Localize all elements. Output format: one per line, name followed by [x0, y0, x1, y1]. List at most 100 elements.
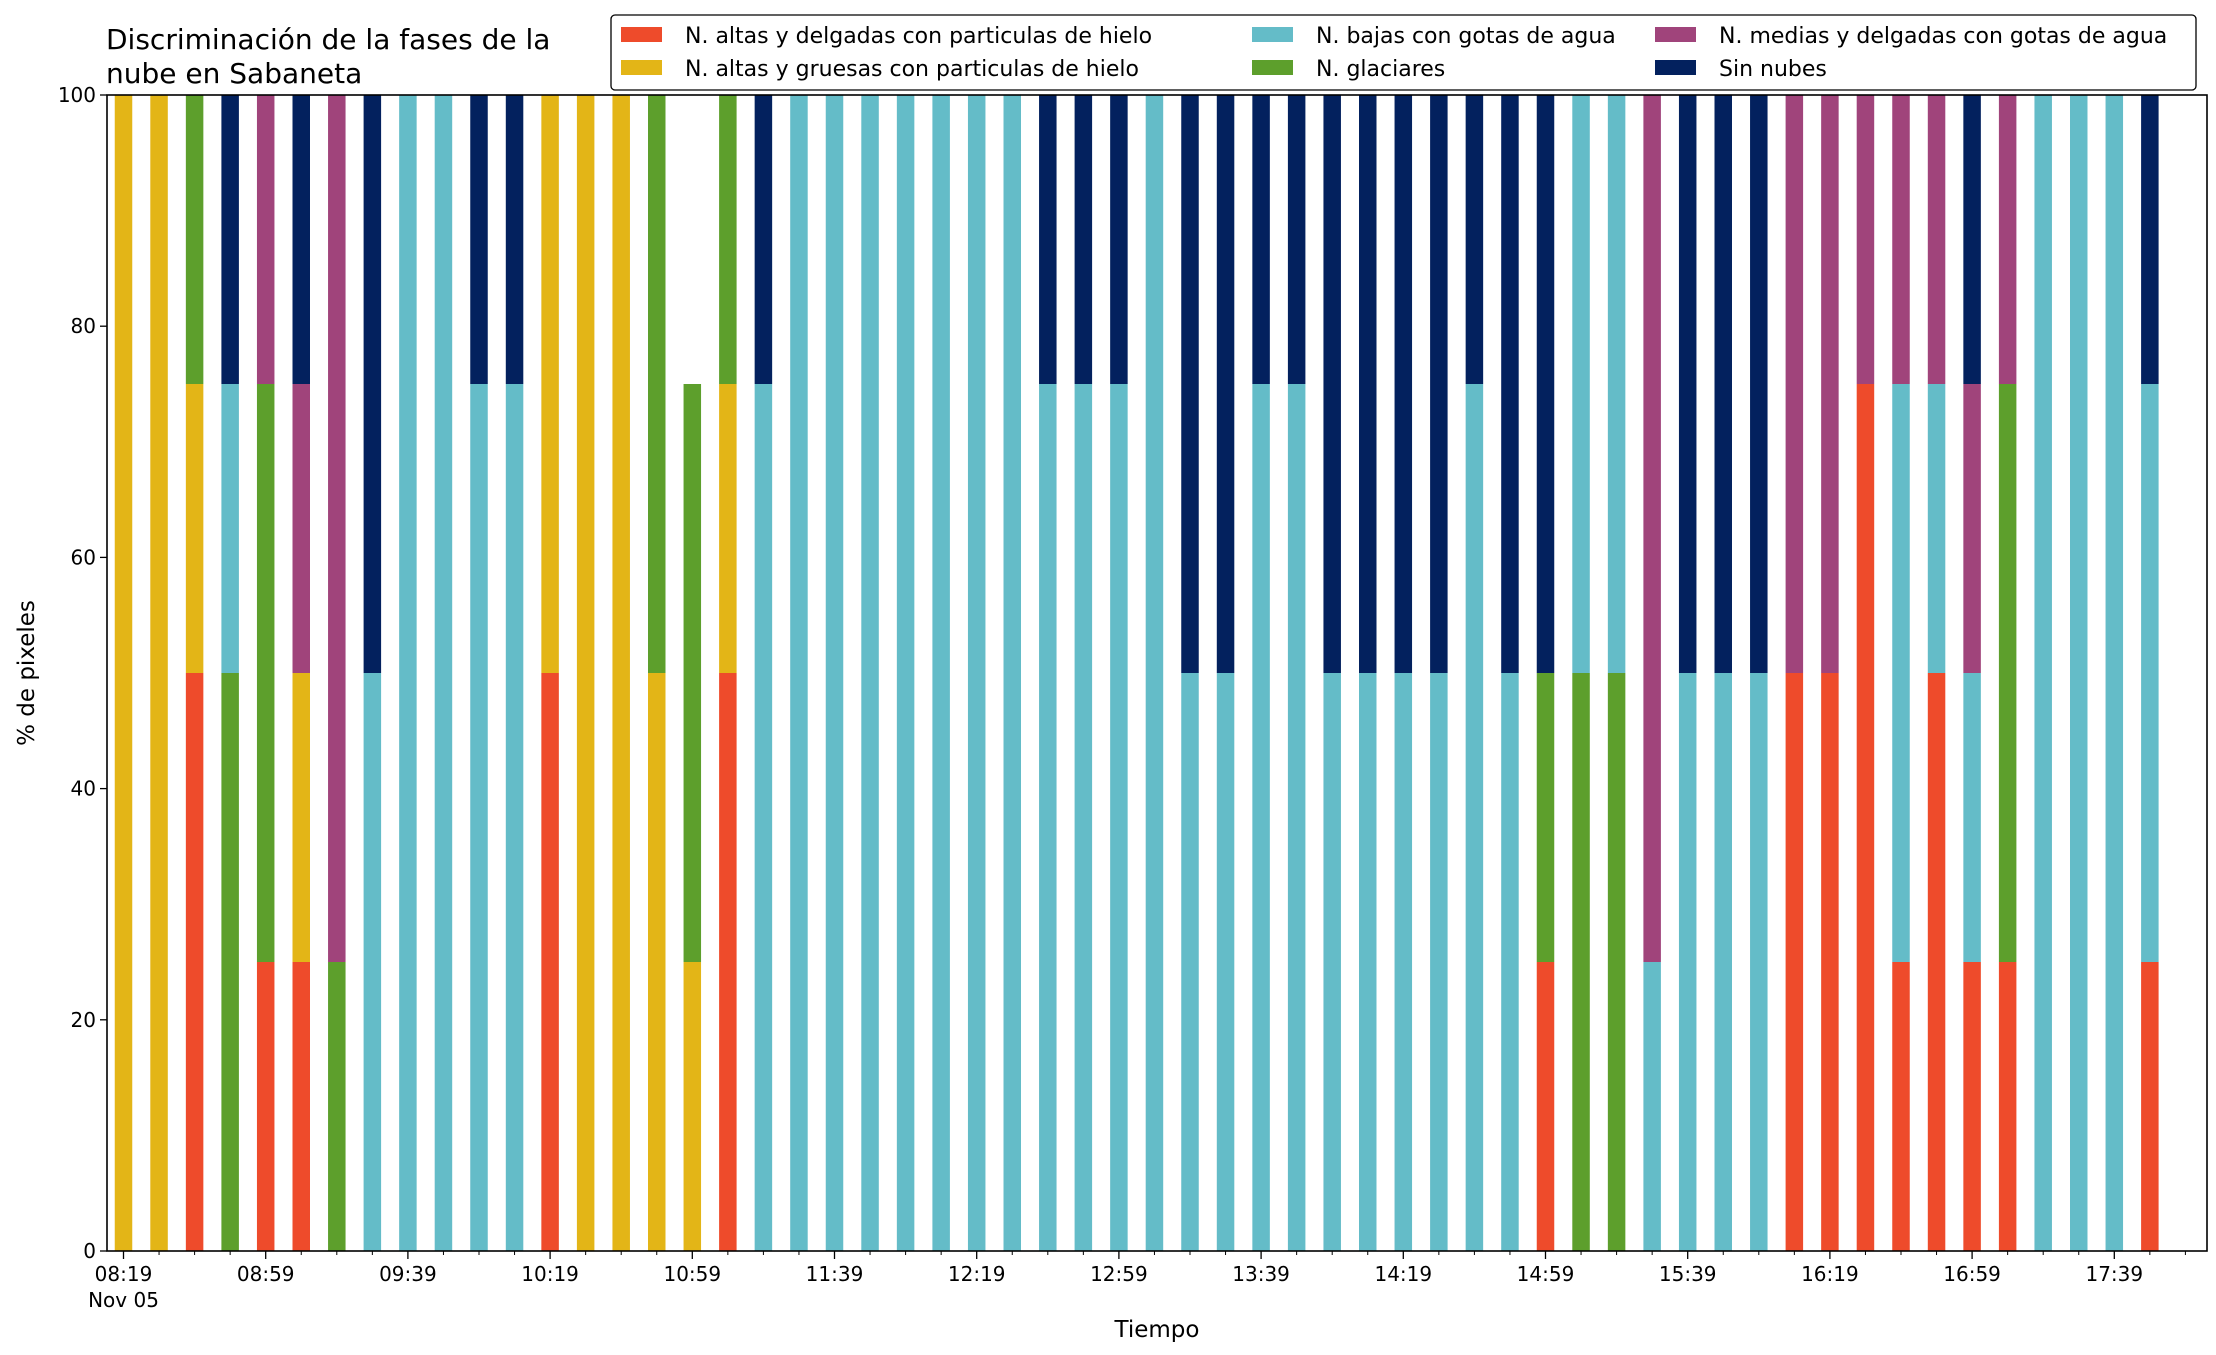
bar-segment-48-series-0 [1821, 673, 1839, 1251]
bar-segment-46-series-3 [1750, 673, 1768, 1251]
bar-segment-50-series-4 [1892, 95, 1910, 384]
bar-segment-18-series-5 [754, 95, 773, 384]
bar-segment-51-series-0 [1927, 673, 1946, 1251]
bar-segment-51-series-3 [1927, 384, 1946, 673]
bar-segment-50-series-3 [1892, 384, 1910, 962]
legend-label-2: N. glaciares [1316, 57, 1445, 82]
bar-segment-5-series-0 [292, 962, 310, 1251]
bar-segment-24-series-3 [967, 95, 986, 1251]
y-tick-label-100: 100 [58, 83, 96, 107]
bar-segment-57-series-5 [2141, 95, 2159, 384]
legend-swatch-2 [1252, 60, 1293, 75]
bar-segment-25-series-3 [1003, 95, 1021, 1251]
legend-swatch-1 [621, 60, 662, 75]
bar-segment-6-series-4 [328, 95, 346, 962]
bar-segment-49-series-0 [1856, 384, 1875, 1251]
bar-segment-7-series-3 [363, 673, 382, 1251]
bar-segment-52-series-5 [1963, 95, 1981, 384]
x-tick-label-14:59: 14:59 [1517, 1262, 1575, 1286]
bar-segment-32-series-5 [1252, 95, 1270, 384]
bar-segment-21-series-3 [861, 95, 879, 1251]
bar-segment-28-series-5 [1110, 95, 1128, 384]
bar-segment-42-series-3 [1607, 95, 1626, 673]
legend-swatch-5 [1655, 60, 1696, 75]
bar-segment-48-series-4 [1821, 95, 1839, 673]
bar-segment-45-series-3 [1714, 673, 1732, 1251]
x-axis-label: Tiempo [1114, 1317, 1200, 1343]
bar-segment-36-series-5 [1394, 95, 1413, 673]
x-tick-label-14:19: 14:19 [1374, 1262, 1432, 1286]
bar-segment-52-series-3 [1963, 673, 1981, 962]
bar-segment-44-series-3 [1678, 673, 1697, 1251]
bar-segment-5-series-4 [292, 384, 310, 673]
bar-segment-38-series-3 [1465, 384, 1484, 1251]
legend-frame [610, 14, 2197, 91]
y-tick-label-60: 60 [71, 545, 96, 569]
bar-segment-18-series-3 [754, 384, 773, 1251]
x-tick-label-16:59: 16:59 [1943, 1262, 2001, 1286]
bar-segment-49-series-4 [1856, 95, 1875, 384]
x-tick-label-12:59: 12:59 [1090, 1262, 1148, 1286]
bar-segment-40-series-5 [1536, 95, 1555, 673]
bar-segment-55-series-3 [2070, 95, 2088, 1251]
y-axis-label: % de pixeles [14, 600, 40, 746]
bar-segment-30-series-3 [1181, 673, 1199, 1251]
bar-segment-43-series-3 [1643, 962, 1661, 1251]
bar-segment-41-series-2 [1572, 673, 1590, 1251]
legend-label-4: N. medias y delgadas con gotas de agua [1719, 24, 2167, 49]
bar-segment-51-series-4 [1927, 95, 1946, 384]
bar-segment-27-series-3 [1074, 384, 1093, 1251]
plot-frame [106, 94, 2208, 1252]
bar-segment-12-series-0 [541, 673, 559, 1251]
legend-label-3: N. bajas con gotas de agua [1316, 24, 1616, 49]
bar-segment-34-series-3 [1323, 673, 1341, 1251]
bar-segment-33-series-3 [1287, 384, 1306, 1251]
bar-segment-26-series-5 [1039, 95, 1057, 384]
bar-segment-42-series-2 [1607, 673, 1626, 1251]
chart-title-line-1: Discriminación de la fases de la [106, 23, 550, 56]
x-tick-label-16:19: 16:19 [1801, 1262, 1859, 1286]
bar-segment-30-series-5 [1181, 95, 1199, 673]
bar-segment-40-series-2 [1536, 673, 1555, 962]
bar-segment-27-series-5 [1074, 95, 1093, 384]
bar-segment-2-series-2 [185, 95, 204, 384]
x-date-label: Nov 05 [88, 1288, 159, 1312]
bar-segment-20-series-3 [825, 95, 844, 1251]
bar-segment-37-series-5 [1430, 95, 1448, 673]
bar-segment-5-series-1 [292, 673, 310, 962]
bar-segment-52-series-0 [1963, 962, 1981, 1251]
bar-segment-14-series-1 [612, 95, 630, 1251]
bar-segment-47-series-0 [1785, 673, 1804, 1251]
bar-segment-16-series-2 [683, 384, 702, 962]
bar-segment-47-series-4 [1785, 95, 1804, 673]
bar-segment-34-series-5 [1323, 95, 1341, 673]
bar-segment-17-series-2 [719, 95, 737, 384]
x-tick-label-15:39: 15:39 [1659, 1262, 1717, 1286]
bar-segment-56-series-3 [2105, 95, 2124, 1251]
bar-segment-3-series-5 [221, 95, 239, 384]
y-tick-label-20: 20 [71, 1008, 96, 1032]
bar-segment-10-series-5 [470, 95, 488, 384]
bar-segment-4-series-2 [256, 384, 275, 962]
bar-segment-13-series-1 [576, 95, 595, 1251]
bar-segment-39-series-5 [1501, 95, 1519, 673]
bar-segment-38-series-5 [1465, 95, 1484, 384]
legend-swatch-4 [1655, 27, 1696, 42]
bar-segment-46-series-5 [1750, 95, 1768, 673]
legend-label-0: N. altas y delgadas con particulas de hi… [685, 24, 1152, 49]
x-tick-label-17:39: 17:39 [2085, 1262, 2143, 1286]
bar-segment-15-series-2 [648, 95, 666, 673]
bar-segment-2-series-0 [185, 673, 204, 1251]
legend: N. altas y delgadas con particulas de hi… [610, 14, 2197, 91]
bar-segment-52-series-4 [1963, 384, 1981, 673]
chart-title-line-2: nube en Sabaneta [106, 57, 362, 90]
bar-segment-8-series-3 [399, 95, 417, 1251]
bar-segment-50-series-0 [1892, 962, 1910, 1251]
bar-segment-1-series-1 [150, 95, 168, 1251]
bar-segment-11-series-3 [505, 384, 524, 1251]
bar-segment-57-series-3 [2141, 384, 2159, 962]
bar-segment-0-series-1 [114, 95, 133, 1251]
x-tick-label-13:39: 13:39 [1232, 1262, 1290, 1286]
bar-segment-26-series-3 [1039, 384, 1057, 1251]
